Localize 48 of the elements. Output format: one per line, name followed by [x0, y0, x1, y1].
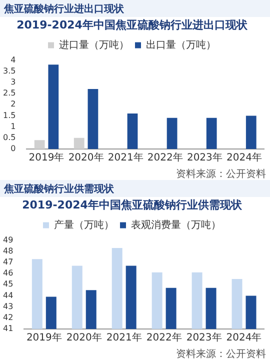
y-tick-label: 3 [10, 77, 16, 86]
x-tick-label: 2020年 [66, 332, 102, 344]
y-tick-label: 45 [2, 280, 14, 289]
x-tick-label: 2022年 [147, 152, 183, 164]
chart-title: 2019-2024年中国焦亚硫酸钠行业进出口现状 [16, 18, 248, 32]
y-tick-label: 49 [2, 235, 14, 244]
x-tick-label: 2023年 [186, 332, 222, 344]
y-tick-label: 4 [10, 55, 16, 64]
bar [206, 118, 217, 149]
bar [127, 113, 138, 149]
y-tick-label: 1 [10, 122, 16, 131]
text: 资料来源：公开资料 [175, 168, 267, 180]
y-tick-label: 46 [2, 268, 14, 278]
y-tick-label: 3.5 [2, 66, 16, 76]
y-tick-label: 1.5 [2, 110, 16, 120]
y-tick-label: 41 [2, 324, 14, 334]
x-tick-label: 2019年 [26, 332, 62, 344]
x-tick-label: 2021年 [108, 152, 144, 164]
x-tick-label: 2024年 [226, 332, 262, 344]
y-tick-label: 2.5 [2, 88, 16, 98]
bar [246, 116, 256, 149]
y-tick-label: 2 [10, 100, 16, 109]
y-tick-label: 43 [2, 302, 14, 311]
x-tick-label: 2023年 [186, 152, 222, 164]
x-tick-label: 2019年 [28, 152, 64, 164]
bar [166, 118, 178, 149]
text: 焦亚硫酸钠行业供需现状 [0, 180, 270, 197]
legend-label: 产量（万吨） [54, 218, 114, 231]
x-tick-label: 2024年 [226, 152, 262, 164]
bar [48, 64, 59, 149]
x-tick-label: 2021年 [106, 332, 142, 344]
y-tick-label: 47 [2, 257, 14, 266]
bar [88, 89, 98, 149]
legend-label: 表观消费量（万吨） [131, 218, 221, 231]
text: 资料来源：公开资料 [175, 348, 267, 360]
legend-label: 进口量（万吨） [59, 38, 129, 51]
y-tick-label: 0 [10, 144, 16, 154]
legend-label: 出口量（万吨） [146, 38, 216, 51]
text: 焦亚硫酸钠行业进出口现状 [0, 0, 270, 17]
bar [34, 140, 45, 149]
y-tick-label: 44 [2, 290, 14, 300]
y-tick-label: 42 [2, 312, 14, 322]
chart-title: 2019-2024年中国焦亚硫酸钠行业供需现状 [22, 198, 243, 212]
x-tick-label: 2020年 [68, 152, 104, 164]
y-tick-label: 0.5 [2, 132, 16, 142]
x-tick-label: 2022年 [146, 332, 182, 344]
bar [74, 138, 84, 149]
y-tick-label: 48 [2, 246, 14, 256]
